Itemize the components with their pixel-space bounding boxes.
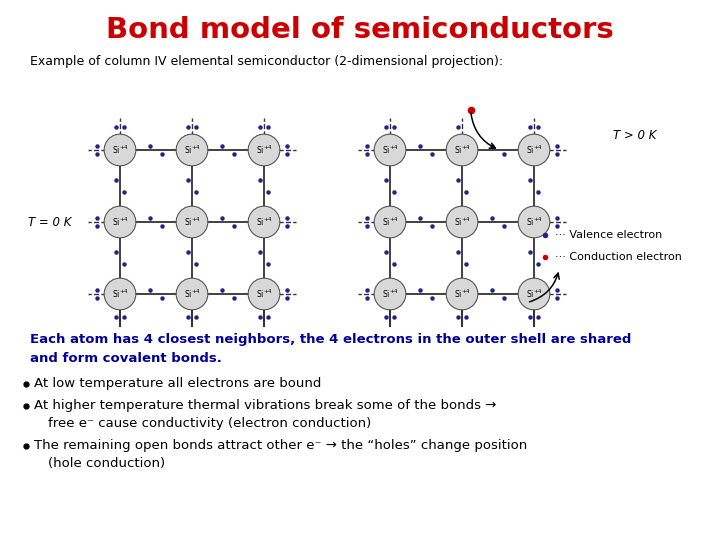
Circle shape — [104, 278, 136, 310]
Text: Bond model of semiconductors: Bond model of semiconductors — [106, 16, 614, 44]
Circle shape — [374, 134, 406, 166]
Text: Si$^{+4}$: Si$^{+4}$ — [184, 144, 200, 156]
Text: free e⁻ cause conductivity (electron conduction): free e⁻ cause conductivity (electron con… — [48, 416, 372, 429]
Text: At higher temperature thermal vibrations break some of the bonds →: At higher temperature thermal vibrations… — [34, 400, 496, 413]
Circle shape — [248, 206, 280, 238]
Circle shape — [176, 206, 208, 238]
Circle shape — [446, 134, 478, 166]
Text: Si$^{+4}$: Si$^{+4}$ — [382, 216, 398, 228]
Circle shape — [518, 206, 550, 238]
Circle shape — [374, 206, 406, 238]
Circle shape — [518, 134, 550, 166]
Text: T > 0 K: T > 0 K — [613, 129, 657, 142]
Text: Si$^{+4}$: Si$^{+4}$ — [526, 288, 542, 300]
Text: Si$^{+4}$: Si$^{+4}$ — [184, 288, 200, 300]
Text: The remaining open bonds attract other e⁻ → the “holes” change position: The remaining open bonds attract other e… — [34, 440, 527, 453]
Text: At low temperature all electrons are bound: At low temperature all electrons are bou… — [34, 377, 321, 390]
Circle shape — [374, 278, 406, 310]
Text: Si$^{+4}$: Si$^{+4}$ — [184, 216, 200, 228]
Text: Si$^{+4}$: Si$^{+4}$ — [256, 216, 272, 228]
Circle shape — [518, 278, 550, 310]
Text: T = 0 K: T = 0 K — [28, 215, 71, 228]
Text: ··· Conduction electron: ··· Conduction electron — [555, 252, 682, 262]
Circle shape — [248, 278, 280, 310]
Text: Si$^{+4}$: Si$^{+4}$ — [112, 216, 128, 228]
Text: Si$^{+4}$: Si$^{+4}$ — [454, 288, 470, 300]
Circle shape — [176, 134, 208, 166]
Circle shape — [104, 206, 136, 238]
Text: Si$^{+4}$: Si$^{+4}$ — [526, 216, 542, 228]
Circle shape — [104, 134, 136, 166]
Text: Si$^{+4}$: Si$^{+4}$ — [112, 144, 128, 156]
Text: ··· Valence electron: ··· Valence electron — [555, 230, 662, 240]
Text: Si$^{+4}$: Si$^{+4}$ — [454, 216, 470, 228]
Text: Si$^{+4}$: Si$^{+4}$ — [112, 288, 128, 300]
Text: Example of column IV elemental semiconductor (2-dimensional projection):: Example of column IV elemental semicondu… — [30, 56, 503, 69]
Text: Si$^{+4}$: Si$^{+4}$ — [256, 144, 272, 156]
Circle shape — [176, 278, 208, 310]
Circle shape — [446, 278, 478, 310]
Text: Si$^{+4}$: Si$^{+4}$ — [382, 144, 398, 156]
Text: and form covalent bonds.: and form covalent bonds. — [30, 352, 222, 365]
Circle shape — [248, 134, 280, 166]
Text: Si$^{+4}$: Si$^{+4}$ — [454, 144, 470, 156]
Circle shape — [446, 206, 478, 238]
Text: Si$^{+4}$: Si$^{+4}$ — [526, 144, 542, 156]
Text: (hole conduction): (hole conduction) — [48, 456, 165, 469]
Text: Si$^{+4}$: Si$^{+4}$ — [382, 288, 398, 300]
Text: Si$^{+4}$: Si$^{+4}$ — [256, 288, 272, 300]
Text: Each atom has 4 closest neighbors, the 4 electrons in the outer shell are shared: Each atom has 4 closest neighbors, the 4… — [30, 334, 631, 347]
